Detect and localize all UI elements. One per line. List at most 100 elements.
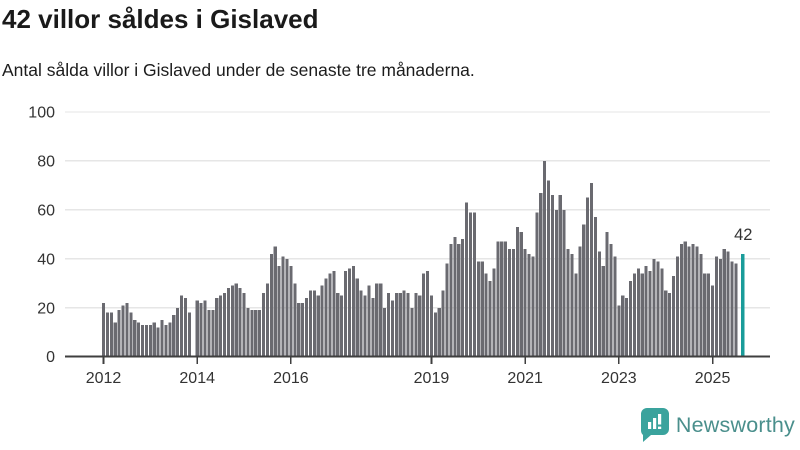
bar	[488, 280, 492, 357]
bar	[675, 256, 679, 357]
bar	[468, 212, 473, 357]
bar	[351, 266, 355, 357]
bar	[500, 241, 504, 357]
bar	[609, 244, 613, 357]
bar	[293, 283, 297, 357]
bar	[730, 261, 734, 357]
bar	[714, 256, 718, 357]
bar	[543, 160, 547, 357]
x-axis-label: 2025	[695, 370, 731, 387]
bar	[632, 273, 637, 357]
bar	[152, 322, 156, 357]
bar	[406, 293, 410, 357]
bar	[511, 249, 515, 357]
y-axis-label: 0	[46, 349, 55, 366]
x-axis-label: 2014	[179, 370, 215, 387]
bar	[265, 283, 270, 357]
bar	[230, 285, 234, 357]
bar	[324, 278, 328, 357]
x-axis-label: 2023	[601, 370, 637, 387]
bar	[160, 320, 164, 357]
bar	[625, 297, 629, 357]
bar	[683, 241, 687, 357]
bar	[699, 253, 703, 357]
bar	[726, 251, 730, 357]
x-axis-label: 2012	[86, 370, 122, 387]
bar	[570, 253, 574, 357]
bar	[718, 258, 722, 357]
bar	[566, 249, 570, 357]
bar	[562, 209, 566, 357]
bar	[246, 307, 250, 357]
bar	[558, 195, 562, 357]
bar	[426, 271, 430, 357]
bar	[636, 268, 640, 357]
bar	[172, 315, 176, 357]
bar	[445, 263, 449, 357]
bar	[496, 241, 500, 357]
bar	[574, 273, 578, 357]
bar	[547, 180, 551, 357]
bar	[414, 293, 418, 357]
x-axis-label: 2016	[273, 370, 309, 387]
y-axis-label: 20	[37, 300, 55, 317]
bar	[359, 290, 363, 357]
bar	[535, 212, 539, 357]
bar	[457, 244, 461, 357]
bar	[242, 293, 246, 357]
bar	[589, 182, 594, 357]
bar	[648, 271, 652, 357]
bar	[379, 283, 383, 357]
bar	[316, 295, 320, 357]
bar	[129, 312, 133, 357]
bar	[461, 239, 465, 357]
bar	[519, 231, 523, 357]
bar	[613, 256, 617, 357]
bar	[148, 324, 152, 357]
bar	[586, 197, 590, 357]
y-axis-label: 100	[28, 105, 55, 122]
bar	[656, 261, 660, 357]
bar	[101, 302, 106, 357]
bar	[222, 293, 227, 357]
bar	[219, 295, 223, 357]
bar	[398, 293, 402, 357]
bar	[262, 293, 266, 357]
bar	[273, 246, 277, 357]
bar	[164, 324, 168, 357]
bar	[707, 273, 711, 357]
bar	[476, 261, 480, 357]
bar	[180, 295, 184, 357]
bar	[644, 266, 648, 357]
bar	[597, 251, 601, 357]
bar	[168, 322, 172, 357]
bar	[449, 244, 453, 357]
bar	[691, 244, 695, 357]
y-axis-label: 40	[37, 251, 55, 268]
bar	[465, 202, 469, 357]
bar	[234, 283, 238, 357]
x-axis-label: 2021	[507, 370, 543, 387]
bar	[652, 258, 656, 357]
bar	[308, 290, 312, 357]
bar	[527, 253, 531, 357]
bar	[113, 322, 117, 357]
bar	[671, 275, 676, 357]
bar	[484, 273, 488, 357]
bar	[195, 300, 199, 357]
bar	[238, 288, 242, 357]
bar	[144, 324, 148, 357]
bar	[601, 266, 605, 357]
bar	[183, 297, 188, 357]
bar	[621, 295, 625, 357]
bar	[453, 236, 457, 357]
bar	[472, 212, 476, 357]
bar	[617, 305, 621, 357]
bar	[390, 300, 394, 357]
bar	[258, 310, 262, 357]
bar	[140, 324, 145, 357]
bar	[176, 307, 180, 357]
bar	[582, 224, 586, 357]
newsworthy-logo[interactable]: Newsworthy	[640, 407, 795, 443]
bar	[695, 246, 699, 357]
